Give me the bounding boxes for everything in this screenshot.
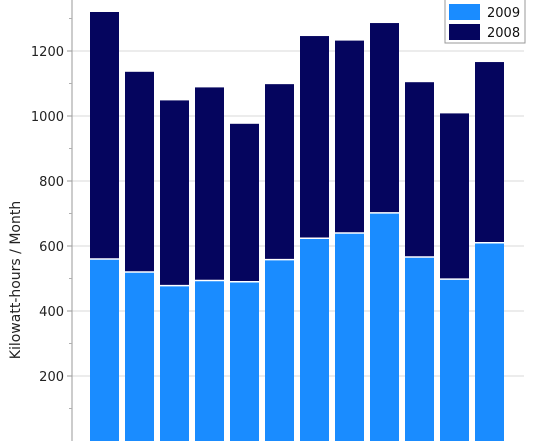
bar-2009-8 [335, 233, 364, 441]
bar-2009-3 [160, 285, 189, 441]
y-tick-label-800: 800 [39, 175, 64, 190]
bar-2008-6 [265, 84, 294, 260]
legend-swatch-2008 [449, 24, 480, 40]
legend: 2009 2008 [444, 0, 526, 44]
y-ticks: 200 400 600 800 1000 1200 [31, 18, 72, 409]
bar-2009-6 [265, 259, 294, 441]
bar-2009-5 [230, 281, 259, 441]
bar-2008-7 [300, 36, 329, 239]
y-tick-label-600: 600 [39, 240, 64, 255]
y-tick-label-1000: 1000 [31, 110, 64, 125]
bar-2008-2 [125, 71, 154, 272]
bar-2008-11 [440, 113, 469, 280]
legend-label-2008: 2008 [487, 26, 520, 41]
bar-2008-3 [160, 100, 189, 286]
y-tick-label-1200: 1200 [31, 45, 64, 60]
bar-2008-8 [335, 40, 364, 233]
bar-2009-9 [370, 212, 399, 441]
bar-2008-4 [195, 87, 224, 281]
bar-2008-9 [370, 23, 399, 213]
bar-2009-4 [195, 280, 224, 441]
bar-2009-11 [440, 279, 469, 441]
bar-2008-5 [230, 123, 259, 282]
bar-2009-1 [90, 259, 119, 441]
bar-2009-12 [475, 242, 504, 441]
bar-2008-12 [475, 62, 504, 243]
legend-label-2009: 2009 [487, 6, 520, 21]
legend-swatch-2009 [449, 4, 480, 20]
bar-2009-7 [300, 238, 329, 441]
bar-2008-10 [405, 82, 434, 258]
y-tick-label-200: 200 [39, 370, 64, 385]
y-axis-title: Kilowatt-hours / Month [8, 201, 24, 359]
bars [90, 12, 504, 441]
bar-2009-10 [405, 257, 434, 441]
y-tick-label-400: 400 [39, 305, 64, 320]
bar-2009-2 [125, 272, 154, 441]
bar-2008-1 [90, 12, 119, 259]
